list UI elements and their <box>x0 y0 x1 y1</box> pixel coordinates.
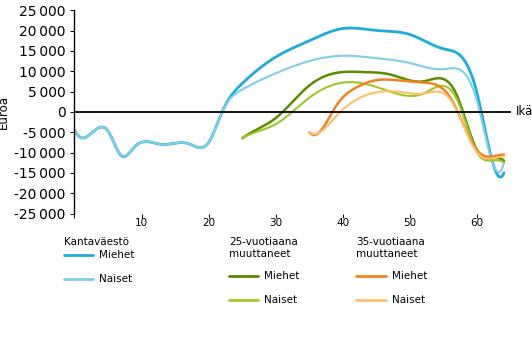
Text: Miehet: Miehet <box>392 271 427 281</box>
Text: Naiset: Naiset <box>264 295 297 305</box>
Y-axis label: Euroa: Euroa <box>0 95 10 129</box>
Text: 30: 30 <box>269 218 282 228</box>
Text: Naiset: Naiset <box>392 295 425 305</box>
Text: Ikä: Ikä <box>516 105 532 118</box>
Text: Miehet: Miehet <box>99 250 135 260</box>
Text: 35-vuotiaana
muuttaneet: 35-vuotiaana muuttaneet <box>356 237 425 259</box>
Text: Naiset: Naiset <box>99 274 132 284</box>
Text: Kantaväestö: Kantaväestö <box>64 237 129 247</box>
Text: 40: 40 <box>336 218 350 228</box>
Text: 50: 50 <box>403 218 417 228</box>
Text: Miehet: Miehet <box>264 271 300 281</box>
Text: 20: 20 <box>202 218 215 228</box>
Text: 25-vuotiaana
muuttaneet: 25-vuotiaana muuttaneet <box>229 237 297 259</box>
Text: 10: 10 <box>135 218 148 228</box>
Text: 60: 60 <box>471 218 484 228</box>
